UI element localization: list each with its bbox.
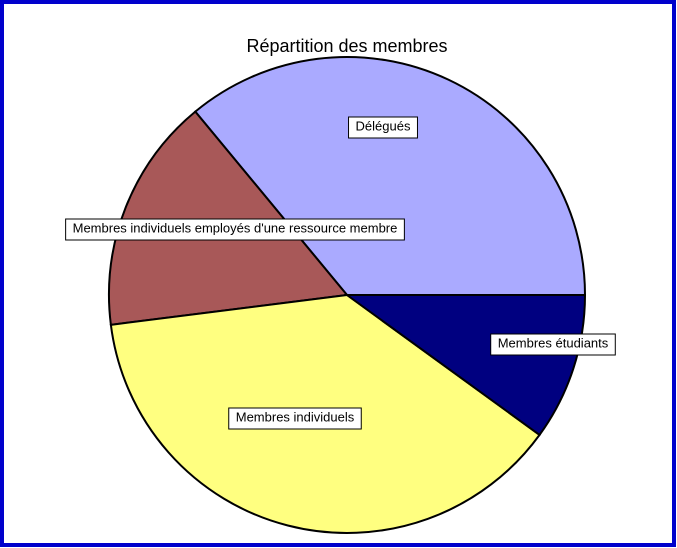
label-box (490, 333, 616, 356)
slice-label: Membres individuels (236, 409, 355, 424)
pie-slice (343, 294, 587, 437)
label-box (65, 218, 405, 241)
slice-label: Membres étudiants (498, 335, 609, 350)
slice-label: Délégués (356, 118, 411, 133)
pie-slice (108, 110, 349, 326)
label-box (348, 116, 418, 139)
slice-label: Membres individuels employés d'une resso… (73, 220, 398, 235)
label-box (228, 407, 362, 430)
chart-title: Répartition des membres (246, 36, 447, 56)
pie-slice (193, 56, 587, 296)
